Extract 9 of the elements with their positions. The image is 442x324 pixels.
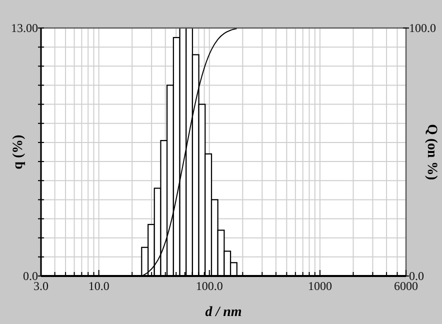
y2-axis-title: Q (on %) [424,124,439,180]
x-tick-label: 10.0 [88,279,110,293]
y2-tick-label: 100.0 [409,21,436,35]
x-tick-label: 3.0 [34,279,48,293]
y-axis-title: q (%) [11,134,26,170]
x-tick-label: 100.0 [196,279,223,293]
x-axis-title: d / nm [205,305,242,320]
y-tick-label: 13.00 [11,21,38,35]
x-tick-label: 1000 [308,279,332,293]
